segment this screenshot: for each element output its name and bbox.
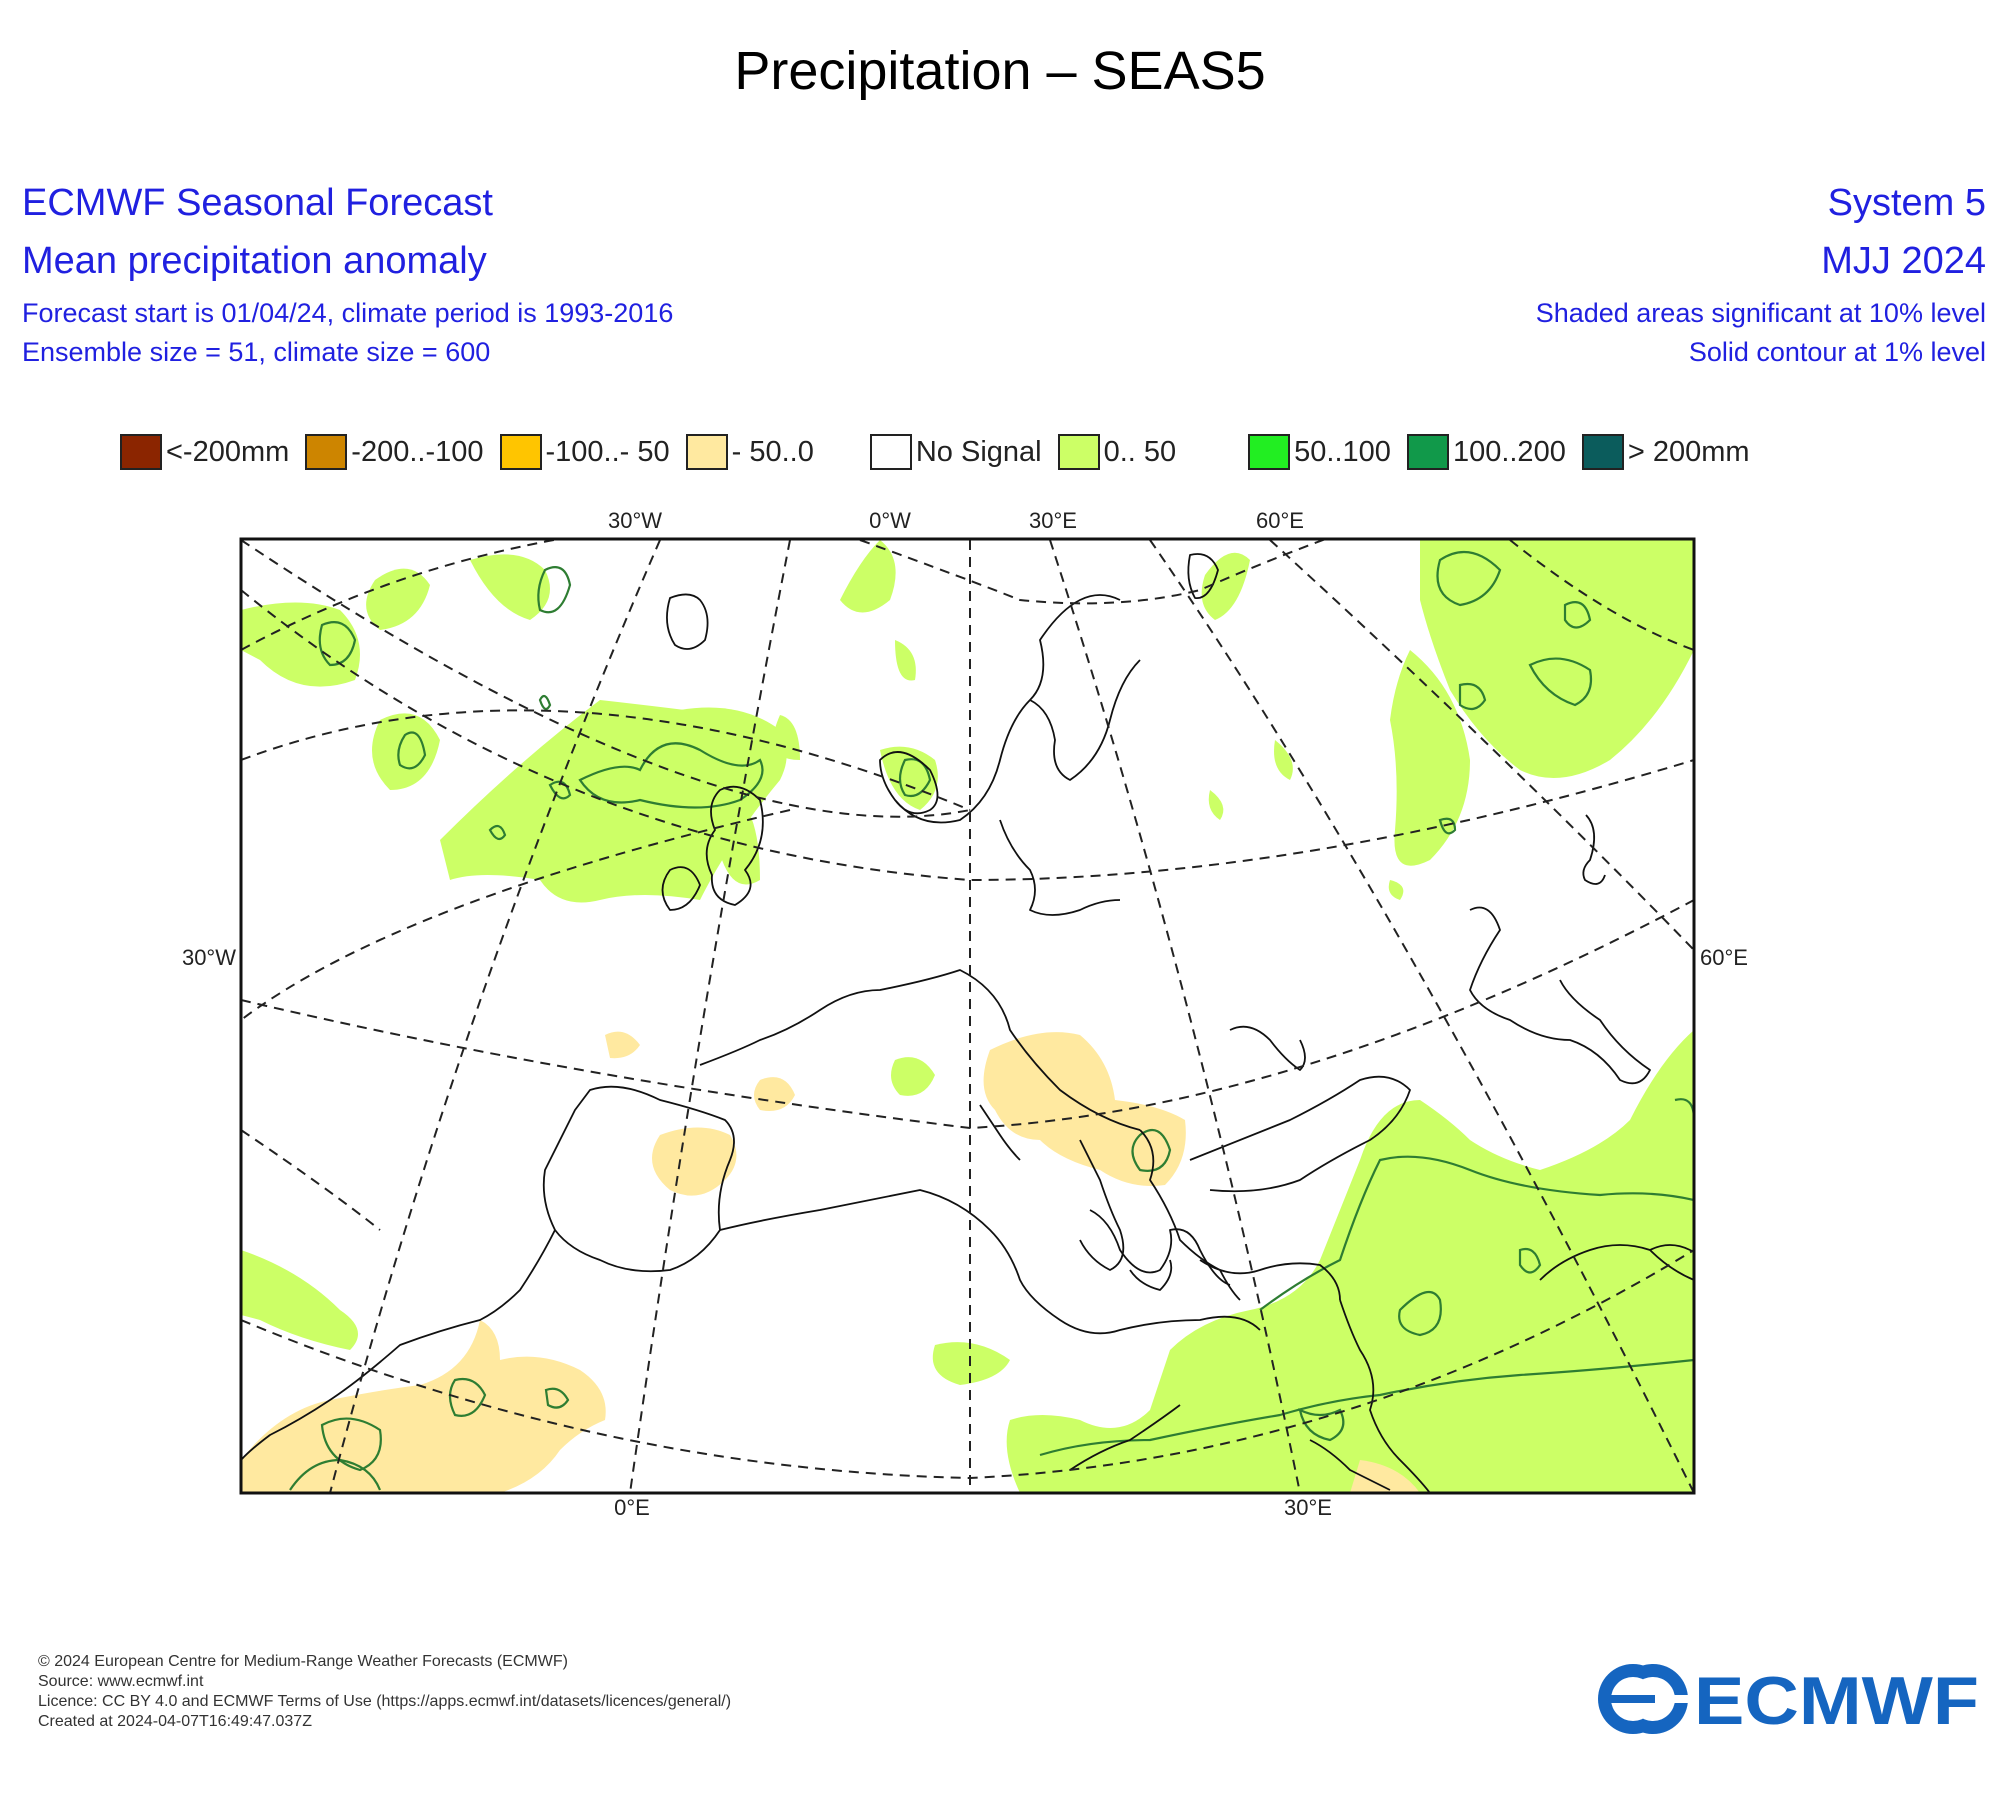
header-period: MJJ 2024	[1821, 240, 1986, 282]
legend-swatch	[305, 434, 348, 470]
legend-item: <-200mm	[120, 434, 289, 470]
left-lon-label: 30°W	[182, 945, 236, 970]
legend-swatch	[685, 434, 728, 470]
dry-anomaly-areas	[241, 1031, 1420, 1493]
legend-item: > 200mm	[1581, 434, 1750, 470]
legend-label: 100..200	[1452, 435, 1566, 468]
top-lon-label: 60°E	[1256, 508, 1304, 533]
top-lon-label: 0°W	[869, 508, 911, 533]
page-title: Precipitation – SEAS5	[734, 41, 1266, 101]
logo-text: ECMWF	[1694, 1663, 1979, 1736]
footer-copyright: © 2024 European Centre for Medium-Range …	[38, 1653, 568, 1670]
map-content	[241, 539, 1694, 1493]
legend-label: -200..-100	[351, 435, 484, 468]
legend-item: -100..- 50	[499, 434, 670, 470]
footer-created: Created at 2024-04-07T16:49:47.037Z	[38, 1713, 312, 1730]
footer-credits: © 2024 European Centre for Medium-Range …	[38, 1652, 731, 1732]
bottom-lon-label: 30°E	[1284, 1495, 1332, 1520]
legend-item: - 50..0	[685, 434, 814, 470]
bottom-lon-label: 0°E	[614, 1495, 650, 1520]
graticule	[241, 539, 1694, 1493]
legend-label: -100..- 50	[545, 435, 670, 468]
legend-swatch	[1406, 434, 1449, 470]
header-ensemble-size: Ensemble size = 51, climate size = 600	[22, 337, 491, 367]
coastlines	[241, 553, 1694, 1493]
header-significance-contour: Solid contour at 1% level	[1688, 337, 1986, 367]
right-lon-label: 60°E	[1700, 945, 1748, 970]
ecmwf-logo: ECMWF	[1596, 1662, 1982, 1741]
legend-swatch	[120, 434, 162, 470]
legend-item: No Signal	[869, 434, 1042, 470]
footer-source: Source: www.ecmwf.int	[38, 1673, 204, 1690]
legend-label: <-200mm	[166, 435, 290, 468]
legend-swatch	[1248, 434, 1291, 470]
top-lon-label: 30°E	[1029, 508, 1077, 533]
legend-swatch	[869, 434, 912, 470]
header-variable: Mean precipitation anomaly	[22, 240, 487, 282]
legend-swatch	[1581, 434, 1624, 470]
legend-item: 0.. 50	[1057, 434, 1177, 470]
legend-item: -200..-100	[305, 434, 484, 470]
ecmwf-logo-mark: ECMWF	[1598, 1663, 1979, 1739]
legend-item: 50..100	[1248, 434, 1391, 470]
map-frame	[239, 537, 1696, 1495]
legend-label: - 50..0	[731, 435, 814, 468]
top-lon-label: 30°W	[608, 508, 662, 533]
footer-licence: Licence: CC BY 4.0 and ECMWF Terms of Us…	[38, 1693, 732, 1710]
header-forecast-start: Forecast start is 01/04/24, climate peri…	[22, 298, 674, 328]
legend-swatch	[1057, 434, 1100, 470]
legend-label: 0.. 50	[1103, 435, 1177, 468]
header-system: System 5	[1827, 182, 1986, 224]
header-product: ECMWF Seasonal Forecast	[22, 182, 493, 224]
legend-label: > 200mm	[1627, 435, 1750, 468]
color-legend: <-200mm -200..-100 -100..- 50 - 50..0 No…	[120, 430, 1766, 474]
legend-item: 100..200	[1406, 434, 1566, 470]
legend-label: 50..100	[1294, 435, 1391, 468]
legend-label: No Signal	[915, 435, 1042, 468]
legend-swatch	[499, 434, 542, 470]
header-significance-shading: Shaded areas significant at 10% level	[1535, 298, 1986, 328]
